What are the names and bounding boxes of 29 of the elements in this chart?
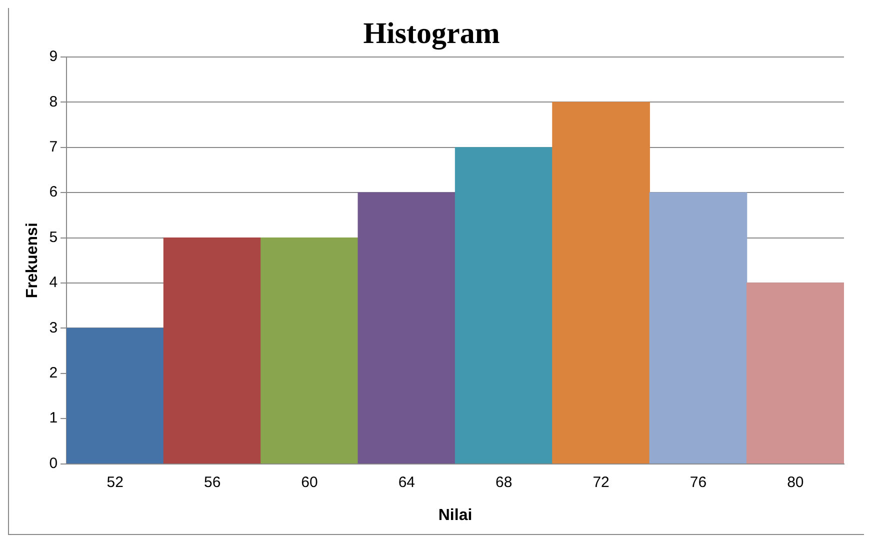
bar [358, 192, 456, 464]
y-tick-label: 2 [49, 364, 58, 382]
x-tick-label: 64 [398, 474, 416, 491]
y-tick-label: 6 [49, 184, 58, 201]
y-tick-label: 3 [49, 319, 58, 336]
y-tick-label: 1 [49, 410, 58, 427]
chart-title: Histogram [363, 16, 500, 50]
bar [649, 192, 748, 464]
y-tick-label: 7 [49, 138, 58, 156]
bar [66, 328, 164, 464]
y-tick-label: 9 [49, 48, 58, 66]
bar [552, 102, 650, 464]
bar [260, 237, 358, 464]
bar [454, 147, 553, 464]
bar [746, 282, 844, 464]
y-tick-label: 8 [49, 93, 58, 110]
y-tick-label: 0 [49, 454, 58, 472]
bar [163, 237, 262, 464]
x-tick-label: 68 [496, 474, 512, 491]
x-axis-title: Nilai [438, 506, 472, 524]
x-tick-label: 52 [106, 474, 124, 491]
x-tick-label: 76 [690, 474, 707, 491]
y-tick-label: 5 [49, 228, 58, 246]
y-axis-title: Frekuensi [24, 222, 42, 298]
x-tick-label: 80 [787, 474, 804, 491]
y-tick-label: 4 [49, 274, 58, 292]
x-tick-label: 56 [204, 474, 221, 491]
x-tick-label: 72 [592, 474, 610, 491]
x-tick-label: 60 [301, 474, 318, 491]
